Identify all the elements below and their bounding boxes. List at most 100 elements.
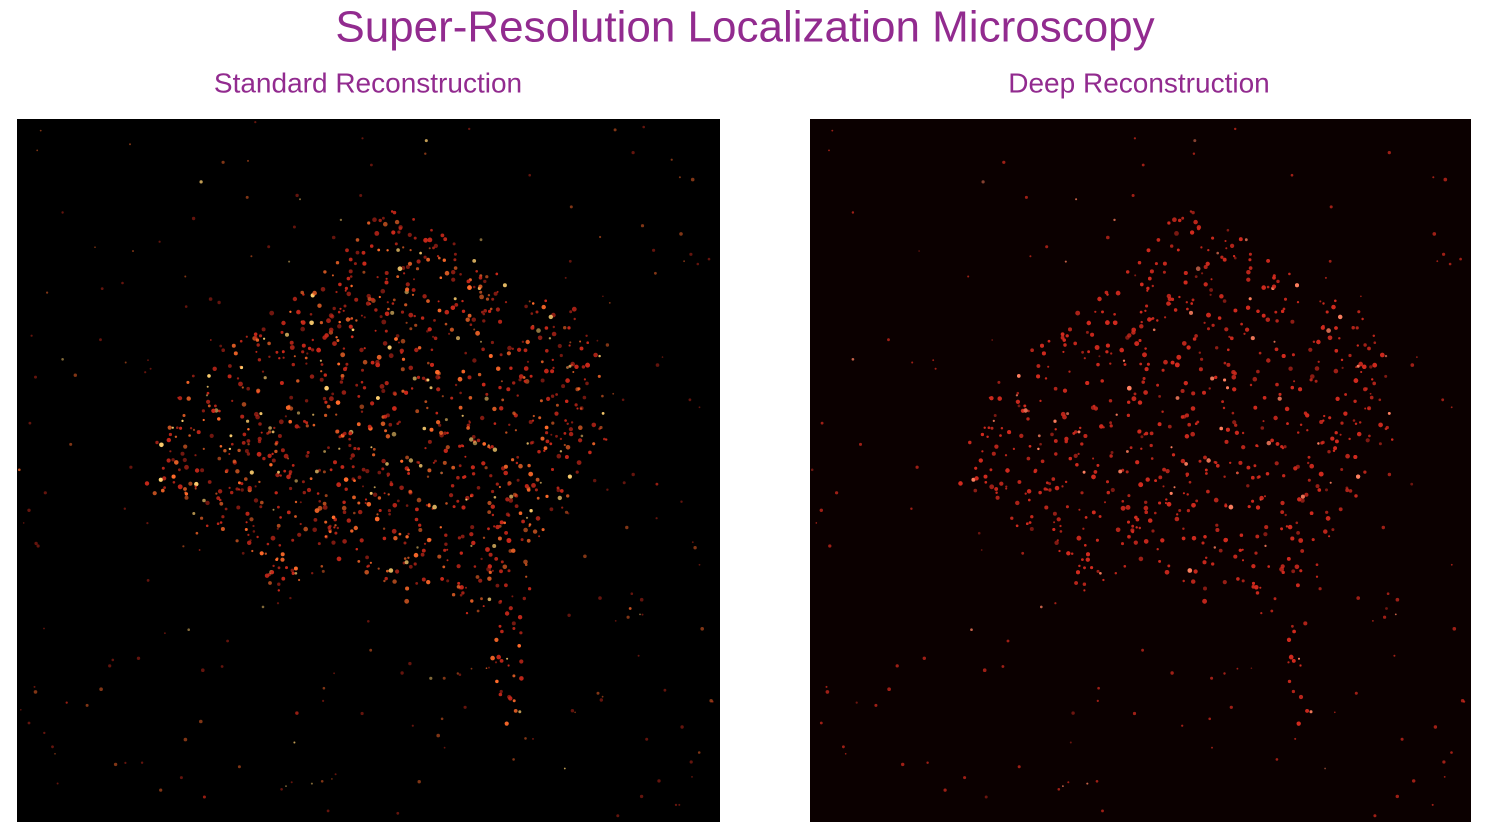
dot: [1205, 261, 1210, 266]
dot: [322, 470, 326, 474]
dot: [551, 421, 555, 425]
dot: [408, 661, 412, 666]
dot: [319, 359, 322, 362]
dot: [1288, 366, 1293, 371]
dot: [973, 488, 978, 493]
dot: [1293, 380, 1296, 383]
dot: [181, 419, 184, 422]
dot: [473, 328, 476, 331]
dot: [1085, 381, 1090, 385]
dot: [1023, 408, 1028, 413]
dot: [1295, 283, 1299, 288]
dot: [1115, 290, 1121, 296]
dot: [1257, 475, 1261, 479]
dot: [561, 384, 566, 389]
dot: [396, 248, 400, 252]
dot: [1052, 528, 1056, 531]
dot: [386, 475, 389, 478]
dot: [512, 381, 516, 385]
dot: [129, 465, 133, 469]
dot: [469, 495, 472, 498]
dot: [1324, 767, 1326, 770]
dot: [530, 312, 534, 315]
dot: [207, 404, 211, 408]
dot: [563, 432, 567, 435]
dot: [398, 225, 403, 230]
dot: [256, 535, 259, 539]
dot: [191, 216, 196, 221]
dot: [482, 536, 486, 539]
dot: [552, 325, 555, 329]
dot: [1294, 564, 1300, 570]
dot: [1092, 457, 1095, 460]
dot: [825, 685, 828, 688]
dot: [537, 335, 543, 341]
dot: [259, 551, 264, 556]
dot: [1198, 459, 1202, 463]
dot: [416, 375, 421, 379]
dot: [334, 524, 337, 527]
dot: [184, 275, 187, 278]
dot: [411, 724, 414, 727]
dot: [1167, 221, 1171, 225]
dot: [1391, 438, 1394, 441]
dot: [324, 520, 328, 524]
dot: [492, 544, 497, 548]
dot: [428, 247, 431, 250]
dot: [333, 526, 336, 529]
dot: [1335, 396, 1340, 401]
dot: [377, 567, 380, 570]
dot: [341, 505, 347, 511]
dot: [511, 347, 514, 350]
dot: [1360, 371, 1363, 373]
dot: [1233, 308, 1238, 313]
dot: [179, 426, 183, 430]
dot: [1353, 399, 1357, 403]
dot: [1231, 411, 1235, 415]
dot: [200, 516, 204, 520]
dot: [293, 355, 296, 358]
dot: [263, 376, 267, 380]
dot: [442, 676, 446, 680]
dot: [932, 359, 935, 362]
dot: [1069, 741, 1072, 744]
dot: [548, 314, 553, 320]
dot: [549, 507, 554, 512]
dot: [1135, 517, 1140, 522]
dot: [217, 456, 222, 461]
dot: [1248, 252, 1252, 256]
dot: [519, 676, 524, 681]
dot: [294, 424, 299, 429]
dot: [235, 487, 239, 491]
dot: [1273, 415, 1278, 421]
dot: [1443, 177, 1448, 182]
dot: [989, 484, 995, 490]
dot: [113, 762, 118, 767]
dot: [1266, 358, 1271, 363]
dot: [405, 282, 410, 287]
dot: [512, 411, 516, 415]
dot: [535, 477, 540, 482]
dot: [342, 539, 347, 544]
dot: [1099, 572, 1102, 575]
dot: [1236, 472, 1239, 474]
dot: [295, 193, 299, 198]
dot: [378, 295, 381, 299]
dot: [1127, 400, 1131, 404]
dot: [490, 445, 494, 449]
dot: [1343, 411, 1348, 416]
dot: [1060, 332, 1065, 337]
dot: [389, 482, 394, 487]
dot: [1180, 389, 1185, 393]
dot: [348, 437, 351, 441]
dot: [655, 517, 658, 520]
dot: [1141, 648, 1144, 652]
dot: [1075, 310, 1081, 316]
dot: [320, 565, 324, 568]
dot: [376, 513, 379, 516]
dot: [294, 515, 297, 518]
dot: [1280, 510, 1285, 514]
dot: [386, 301, 389, 304]
dot: [1170, 446, 1173, 449]
dot: [247, 159, 249, 162]
